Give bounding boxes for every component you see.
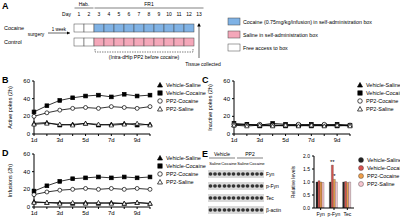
svg-text:*: * [333,173,336,179]
svg-text:Inactive pokes (2h): Inactive pokes (2h) [207,84,213,131]
svg-text:3d: 3d [56,210,63,216]
html-text:PP2-Cocaine: PP2-Cocaine [367,173,400,179]
svg-text:Active pokes (2h): Active pokes (2h) [8,86,13,129]
svg-text:11: 11 [176,11,181,17]
svg-text:Tec: Tec [266,195,274,201]
html-text:Vehicle-Cocaine: Vehicle-Cocaine [166,90,206,96]
html-text:PP2-Saline: PP2-Saline [367,181,395,187]
html-text:Vehicle-Saline: Vehicle-Saline [166,155,201,161]
svg-text:surgery: surgery [28,31,45,37]
html-text:PP2-Saline: PP2-Saline [166,179,194,185]
html-text:PP2-Saline: PP2-Saline [166,106,194,112]
svg-text:5d: 5d [82,137,89,143]
svg-text:Fyn: Fyn [316,211,325,217]
svg-text:Cocaine (0.75mg/kg/infusion) i: Cocaine (0.75mg/kg/infusion) in self-adm… [243,19,372,25]
svg-text:Cocaine: Cocaine [8,25,24,31]
svg-text:1 week: 1 week [52,27,67,32]
svg-text:20: 20 [23,113,30,119]
svg-text:2: 2 [88,11,91,17]
svg-text:β-actin: β-actin [266,207,281,213]
svg-text:4: 4 [108,11,111,17]
svg-text:2.0: 2.0 [303,153,310,159]
svg-text:Saline in self-administration: Saline in self-administration box [243,32,318,38]
svg-text:40: 40 [23,96,30,102]
svg-text:3: 3 [98,11,101,17]
html-text:PP2-Cocaine: PP2-Cocaine [166,98,199,104]
svg-text:FR1: FR1 [144,1,154,7]
svg-text:Tec: Tec [343,211,351,217]
svg-text:9d: 9d [134,210,141,216]
svg-text:Hab.: Hab. [79,1,90,7]
svg-text:7d: 7d [308,137,315,143]
svg-text:(Intra-dHip PP2 before cocaine: (Intra-dHip PP2 before cocaine) [109,54,180,60]
html-text:Vehicle-Saline: Vehicle-Saline [366,82,400,88]
svg-text:Cocaine: Cocaine [249,161,265,166]
svg-text:E: E [202,149,208,159]
html-text:PP2-Cocaine: PP2-Cocaine [166,171,199,177]
svg-text:0: 0 [27,204,31,210]
svg-text:5d: 5d [82,210,89,216]
svg-text:1d: 1d [231,137,238,143]
svg-text:1.0: 1.0 [303,179,310,185]
svg-text:60: 60 [223,78,230,84]
html-text:PP2-Saline: PP2-Saline [366,106,394,112]
html-text:D: D [2,148,9,158]
svg-text:Fyn: Fyn [266,171,275,177]
svg-text:10: 10 [166,11,172,17]
svg-text:Control: Control [8,39,22,45]
svg-text:**: ** [330,159,335,165]
svg-text:12: 12 [186,11,192,17]
svg-text:0: 0 [227,131,231,137]
svg-text:6: 6 [128,11,131,17]
svg-text:40: 40 [23,169,30,175]
svg-text:20: 20 [23,186,30,192]
svg-text:5: 5 [118,11,121,17]
svg-text:Cocaine: Cocaine [221,161,237,166]
svg-text:PP2: PP2 [245,151,255,157]
svg-text:Vehicle: Vehicle [214,151,230,157]
svg-text:13: 13 [196,11,202,17]
svg-text:9: 9 [158,11,161,17]
svg-text:7: 7 [138,11,141,17]
svg-text:9d: 9d [334,137,341,143]
svg-text:40: 40 [223,96,230,102]
svg-text:Saline: Saline [237,161,249,166]
svg-text:Day: Day [62,11,71,17]
svg-text:Infusions (2h): Infusions (2h) [8,164,13,197]
svg-text:A: A [8,1,9,11]
svg-text:1d: 1d [31,137,38,143]
svg-text:8: 8 [148,11,151,17]
svg-text:20: 20 [223,113,230,119]
svg-text:7d: 7d [108,137,115,143]
svg-text:p-Fyn: p-Fyn [328,211,341,217]
svg-text:Relative levels: Relative levels [290,165,296,198]
svg-text:5d: 5d [282,137,289,143]
svg-text:0: 0 [27,131,31,137]
html-text:B: B [2,75,9,85]
svg-text:Free access to box: Free access to box [243,45,288,51]
svg-text:1.5: 1.5 [303,166,310,172]
svg-text:Saline: Saline [209,161,221,166]
svg-text:p-Fyn: p-Fyn [266,183,279,189]
svg-text:3d: 3d [56,137,63,143]
svg-text:1d: 1d [31,210,38,216]
html-text:C: C [202,75,209,85]
html-text:Vehicle-Saline: Vehicle-Saline [166,82,201,88]
svg-text:1: 1 [78,11,81,17]
svg-text:0.5: 0.5 [303,192,310,198]
html-text:PP2-Cocaine: PP2-Cocaine [366,98,399,104]
svg-text:60: 60 [23,151,30,157]
svg-text:60: 60 [23,78,30,84]
svg-text:Tissue collected: Tissue collected [185,61,221,67]
html-text:Vehicle-Cocaine: Vehicle-Cocaine [166,163,206,169]
svg-text:0.0: 0.0 [303,205,310,211]
svg-text:7d: 7d [108,210,115,216]
svg-text:3d: 3d [256,137,263,143]
svg-text:9d: 9d [134,137,141,143]
